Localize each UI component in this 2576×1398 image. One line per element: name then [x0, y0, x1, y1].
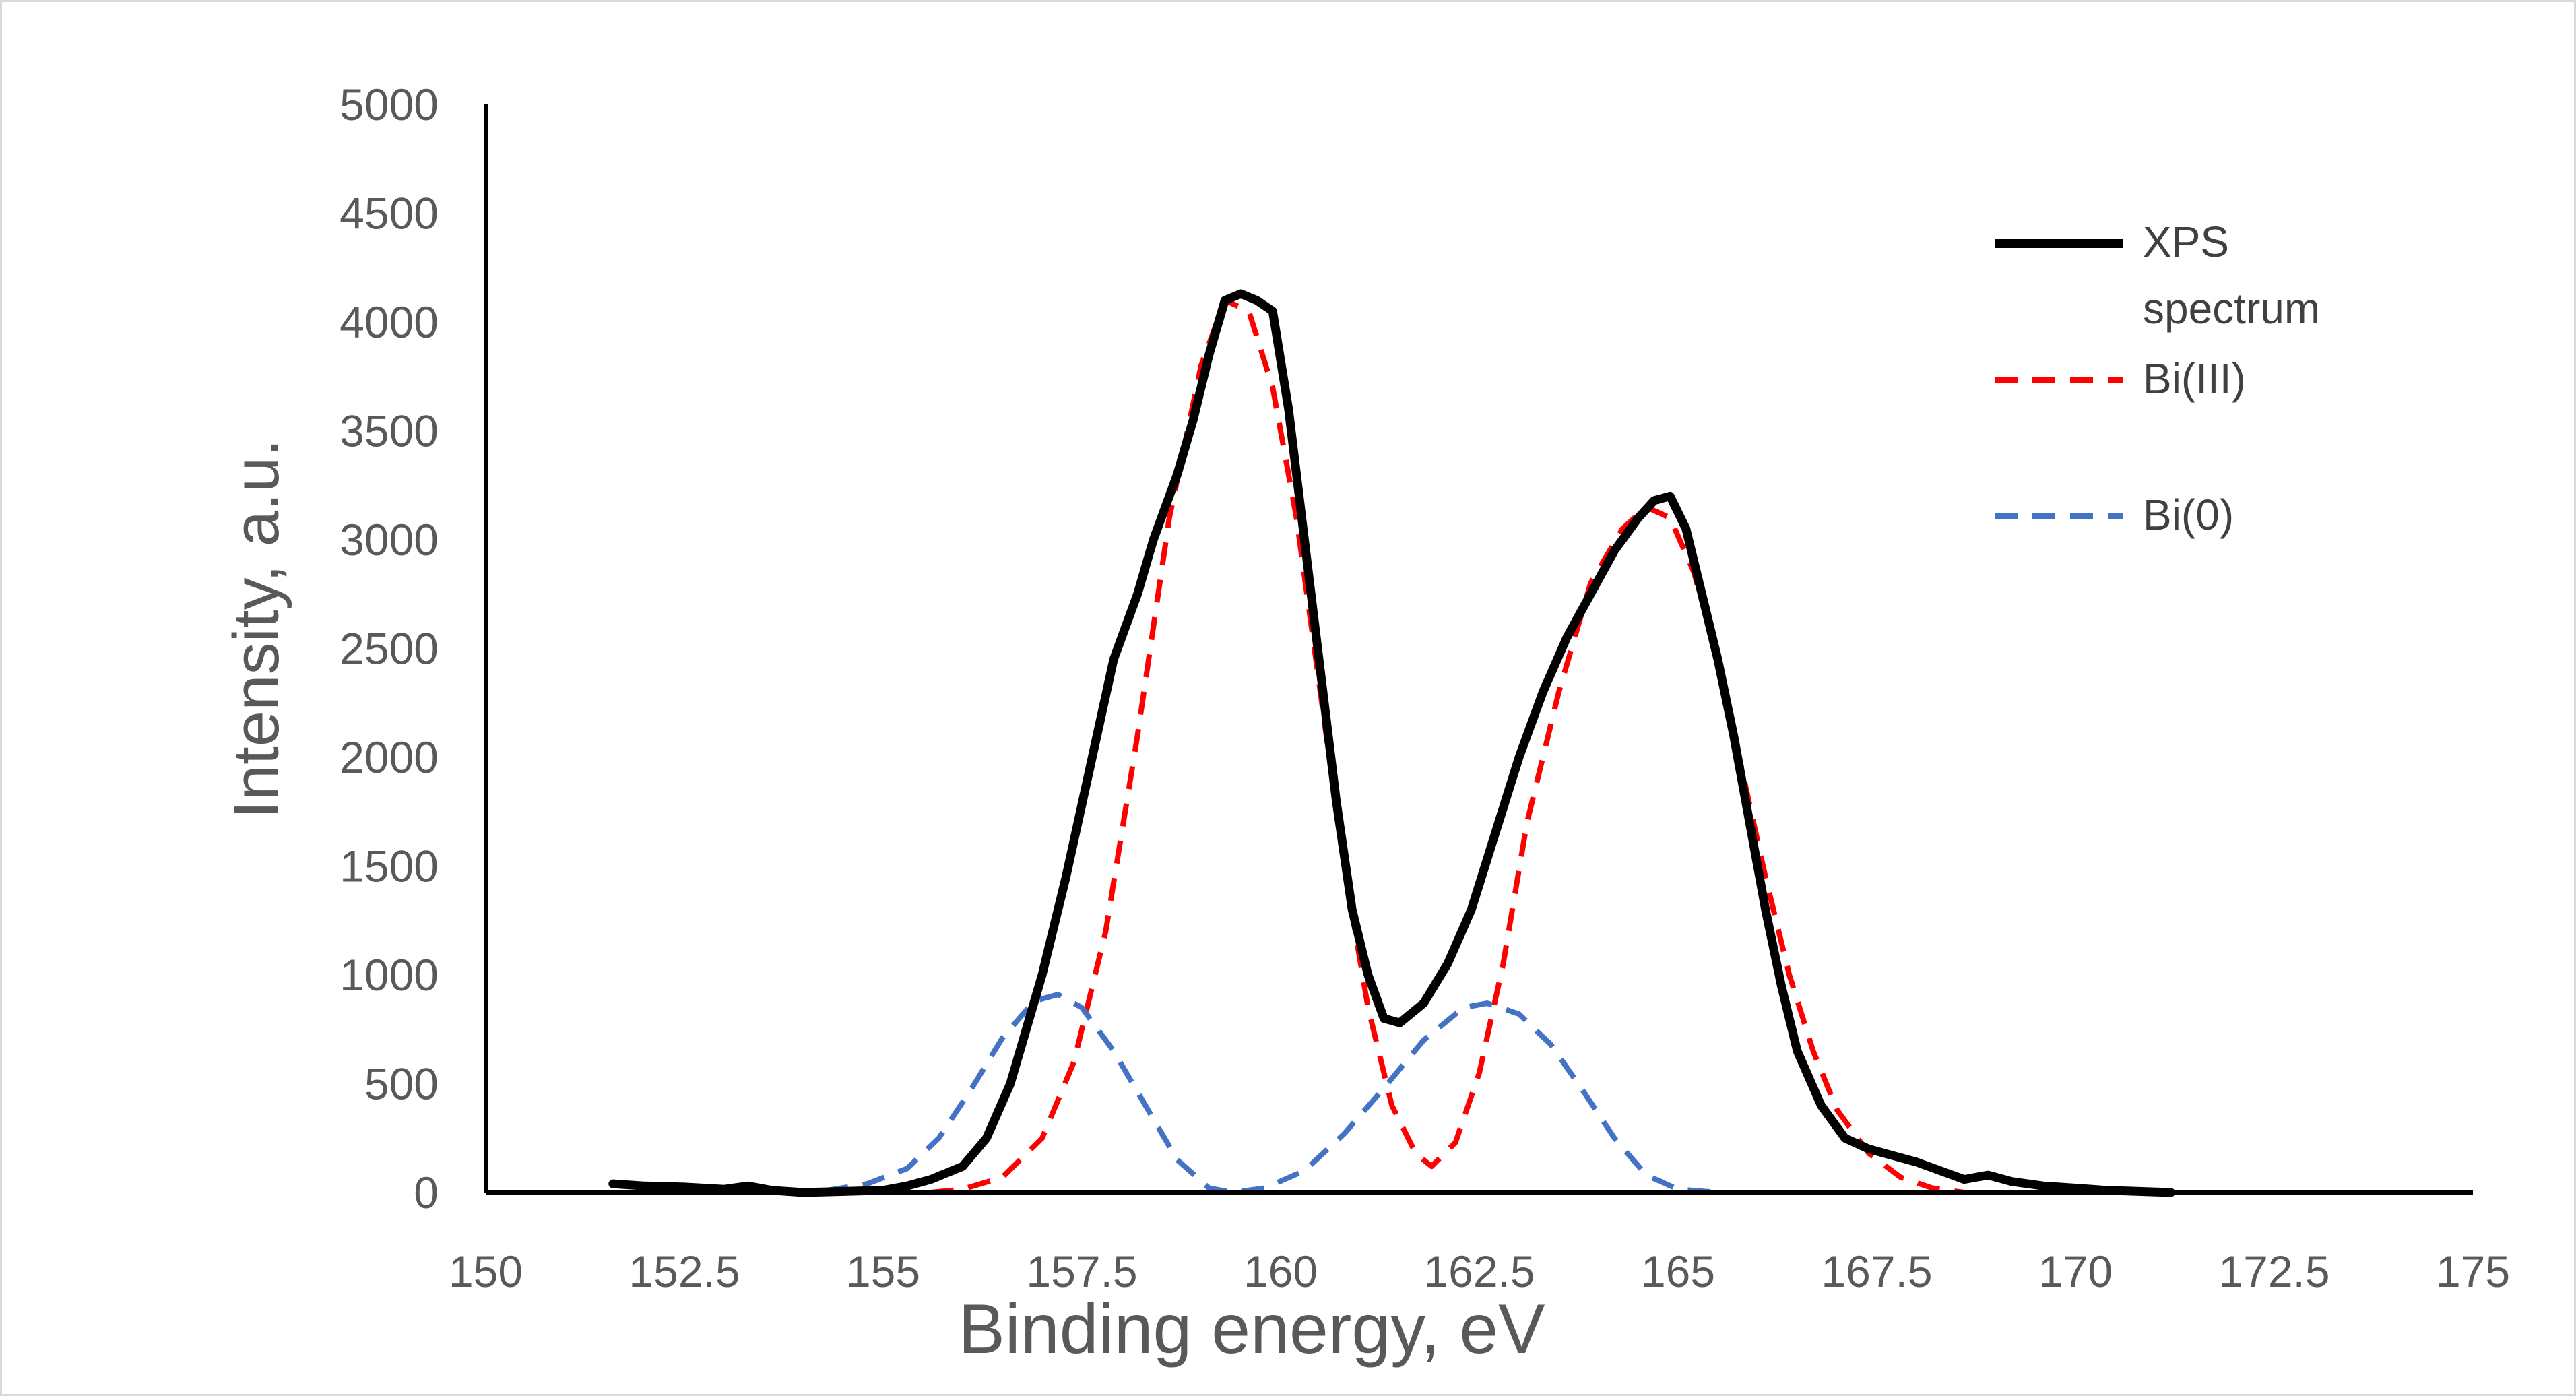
y-tick-label: 2000: [340, 732, 439, 782]
series-line-bi-0-: [787, 992, 2139, 1195]
series-line-xps-spectrum: [608, 289, 2176, 1197]
x-tick-label: 172.5: [2218, 1246, 2329, 1296]
y-tick-labels: 0 500 1000 1500 2000 2500 3000 3500 4000 4500 5000: [340, 80, 439, 1217]
y-tick-label: 5000: [340, 80, 439, 129]
legend-label: spectrum: [2143, 284, 2320, 333]
x-tick-label: 162.5: [1423, 1246, 1535, 1296]
y-axis-title: Intensity, a.u.: [220, 439, 292, 819]
x-tick-label: 170: [2038, 1246, 2113, 1296]
x-tick-label: 160: [1244, 1246, 1318, 1296]
y-tick-label: 4000: [340, 297, 439, 347]
legend-label: Bi(0): [2143, 490, 2234, 539]
x-tick-label: 155: [846, 1246, 920, 1296]
legend: XPS spectrum Bi(III) Bi(0): [1995, 218, 2320, 539]
y-tick-label: 1000: [340, 950, 439, 1000]
x-tick-label: 175: [2436, 1246, 2510, 1296]
y-tick-label: 3000: [340, 515, 439, 565]
x-axis-title: Binding energy, eV: [958, 1290, 1545, 1368]
x-tick-label: 167.5: [1821, 1246, 1932, 1296]
y-tick-label: 1500: [340, 841, 439, 891]
x-tick-label: 150: [449, 1246, 523, 1296]
axes-layer: [484, 104, 2473, 1195]
y-tick-label: 3500: [340, 406, 439, 456]
y-tick-label: 500: [364, 1059, 439, 1109]
legend-label: XPS: [2143, 218, 2229, 266]
y-tick-label: 4500: [340, 189, 439, 239]
legend-label: Bi(III): [2143, 354, 2246, 403]
x-tick-labels: 150 152.5 155 157.5 160 162.5 165 167.5 170 172.5…: [449, 1246, 2510, 1296]
x-tick-label: 157.5: [1026, 1246, 1137, 1296]
series-line-bi-iii-: [930, 297, 1965, 1195]
x-tick-label: 152.5: [629, 1246, 740, 1296]
x-tick-label: 165: [1641, 1246, 1715, 1296]
y-tick-label: 2500: [340, 624, 439, 674]
y-tick-label: 0: [414, 1168, 439, 1217]
series-layer: [608, 289, 2176, 1197]
